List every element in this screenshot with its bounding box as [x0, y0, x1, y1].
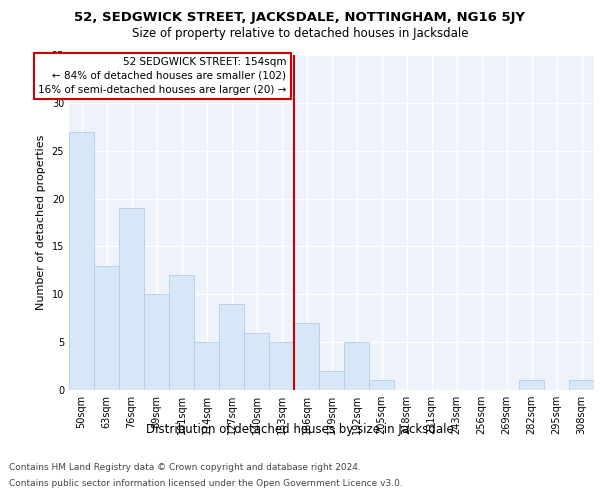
Bar — [144, 294, 169, 390]
Bar — [94, 266, 119, 390]
Bar — [294, 323, 319, 390]
Bar — [169, 275, 194, 390]
Bar — [244, 332, 269, 390]
Bar — [519, 380, 544, 390]
Text: Contains public sector information licensed under the Open Government Licence v3: Contains public sector information licen… — [9, 479, 403, 488]
Bar — [269, 342, 294, 390]
Bar — [319, 371, 344, 390]
Bar — [569, 380, 594, 390]
Bar — [69, 132, 94, 390]
Text: Size of property relative to detached houses in Jacksdale: Size of property relative to detached ho… — [132, 28, 468, 40]
Bar — [194, 342, 219, 390]
Text: 52, SEDGWICK STREET, JACKSDALE, NOTTINGHAM, NG16 5JY: 52, SEDGWICK STREET, JACKSDALE, NOTTINGH… — [74, 11, 526, 24]
Text: Distribution of detached houses by size in Jacksdale: Distribution of detached houses by size … — [146, 422, 454, 436]
Bar — [219, 304, 244, 390]
Y-axis label: Number of detached properties: Number of detached properties — [36, 135, 46, 310]
Bar — [344, 342, 369, 390]
Text: Contains HM Land Registry data © Crown copyright and database right 2024.: Contains HM Land Registry data © Crown c… — [9, 462, 361, 471]
Bar — [369, 380, 394, 390]
Bar — [119, 208, 144, 390]
Text: 52 SEDGWICK STREET: 154sqm
← 84% of detached houses are smaller (102)
16% of sem: 52 SEDGWICK STREET: 154sqm ← 84% of deta… — [38, 57, 287, 95]
